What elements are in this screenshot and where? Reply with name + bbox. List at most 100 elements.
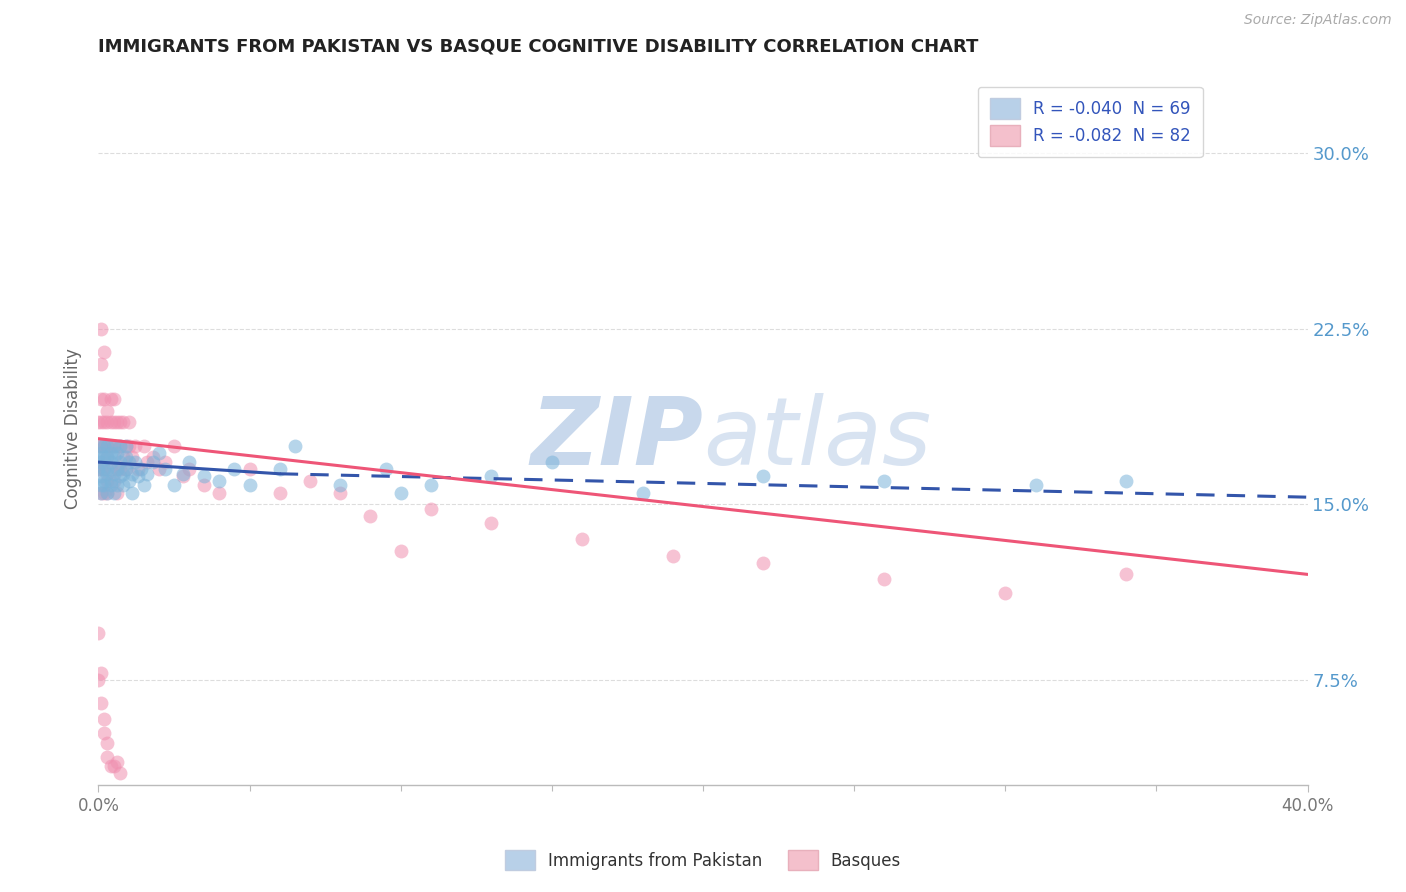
Point (193, 469, 215, 483)
Point (420, 478, 443, 492)
Point (108, 462, 131, 476)
Point (93, 439, 115, 453)
Point (108, 415, 131, 429)
Point (132, 478, 155, 492)
Point (752, 469, 775, 483)
Point (96, 439, 118, 453)
Point (103, 474, 125, 488)
Point (661, 549, 683, 563)
Point (90, 478, 112, 492)
Point (103, 759, 125, 773)
Point (96, 403, 118, 417)
Point (93, 478, 115, 492)
Point (481, 469, 503, 483)
Point (752, 556, 775, 570)
Point (193, 478, 215, 492)
Point (105, 446, 128, 460)
Point (96, 736, 118, 750)
Point (114, 462, 136, 476)
Point (93, 713, 115, 727)
Point (1115, 474, 1137, 488)
Text: IMMIGRANTS FROM PAKISTAN VS BASQUE COGNITIVE DISABILITY CORRELATION CHART: IMMIGRANTS FROM PAKISTAN VS BASQUE COGNI… (98, 38, 979, 56)
Point (100, 462, 122, 476)
Point (172, 467, 194, 481)
Point (108, 469, 131, 483)
Point (1024, 478, 1046, 492)
Point (142, 455, 165, 469)
Point (90, 696, 112, 710)
Point (389, 485, 412, 500)
Point (90, 455, 112, 469)
Point (105, 415, 128, 429)
Point (163, 478, 186, 492)
Point (129, 462, 152, 476)
Point (96, 750, 118, 764)
Point (87, 626, 110, 640)
Y-axis label: Cognitive Disability: Cognitive Disability (65, 348, 83, 508)
Point (100, 474, 122, 488)
Point (124, 439, 146, 453)
Point (103, 485, 125, 500)
Point (93, 415, 115, 429)
Point (103, 439, 125, 453)
Point (90, 665, 112, 680)
Point (208, 485, 231, 500)
Point (87, 450, 110, 465)
Point (239, 462, 262, 476)
Point (114, 439, 136, 453)
Point (90, 439, 112, 453)
Point (118, 455, 141, 469)
Text: Source: ZipAtlas.com: Source: ZipAtlas.com (1244, 13, 1392, 28)
Point (118, 415, 141, 429)
Point (90, 469, 112, 483)
Point (127, 469, 149, 483)
Text: atlas: atlas (703, 393, 931, 484)
Point (269, 462, 291, 476)
Point (93, 450, 115, 465)
Point (269, 485, 291, 500)
Point (87, 462, 110, 476)
Point (96, 467, 118, 481)
Point (103, 392, 125, 406)
Point (105, 755, 128, 769)
Point (96, 462, 118, 476)
Point (96, 485, 118, 500)
Point (90, 485, 112, 500)
Point (93, 439, 115, 453)
Point (93, 726, 115, 740)
Point (121, 450, 143, 465)
Point (93, 392, 115, 406)
Point (420, 501, 443, 516)
Point (114, 462, 136, 476)
Point (90, 392, 112, 406)
Point (87, 439, 110, 453)
Point (299, 474, 322, 488)
Point (239, 478, 262, 492)
Point (179, 462, 201, 476)
Point (135, 467, 157, 481)
Point (118, 439, 141, 453)
Point (105, 439, 128, 453)
Point (284, 439, 307, 453)
Point (87, 673, 110, 687)
Point (100, 478, 122, 492)
Point (87, 415, 110, 429)
Point (121, 485, 143, 500)
Legend: Immigrants from Pakistan, Basques: Immigrants from Pakistan, Basques (498, 843, 908, 877)
Point (540, 455, 562, 469)
Point (994, 586, 1017, 600)
Point (224, 462, 246, 476)
Point (631, 485, 654, 500)
Point (93, 462, 115, 476)
Point (153, 462, 176, 476)
Point (93, 474, 115, 488)
Point (96, 450, 118, 465)
Point (100, 446, 122, 460)
Point (100, 759, 122, 773)
Point (105, 478, 128, 492)
Point (114, 439, 136, 453)
Point (571, 533, 593, 547)
Point (142, 450, 165, 465)
Point (873, 572, 896, 586)
Point (90, 322, 112, 336)
